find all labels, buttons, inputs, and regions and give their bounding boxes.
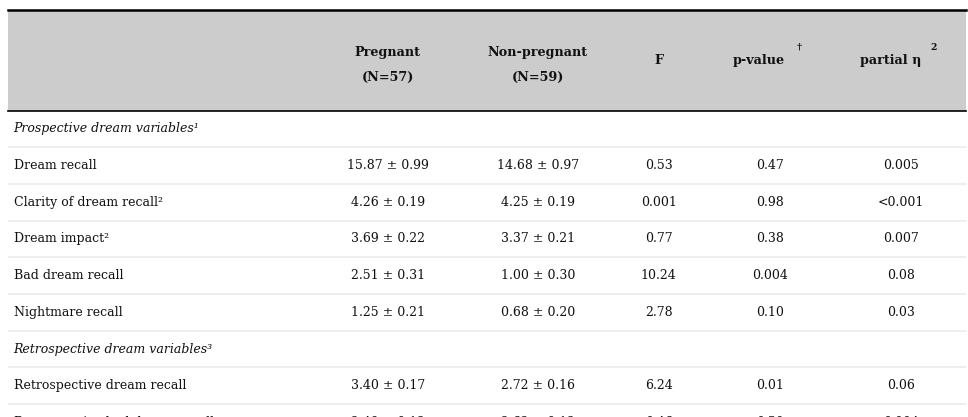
- Text: 6.24: 6.24: [645, 379, 673, 392]
- Text: 1.25 ± 0.21: 1.25 ± 0.21: [350, 306, 425, 319]
- Text: 14.68 ± 0.97: 14.68 ± 0.97: [497, 159, 579, 172]
- Text: 0.08: 0.08: [887, 269, 915, 282]
- Text: partial η: partial η: [861, 54, 922, 67]
- Text: <0.001: <0.001: [878, 196, 923, 209]
- Text: 2.51 ± 0.31: 2.51 ± 0.31: [350, 269, 425, 282]
- Text: Retrospective dream recall: Retrospective dream recall: [14, 379, 186, 392]
- Text: 0.03: 0.03: [887, 306, 915, 319]
- Text: Bad dream recall: Bad dream recall: [14, 269, 123, 282]
- Text: 0.38: 0.38: [756, 232, 784, 246]
- Text: 0.50: 0.50: [756, 416, 784, 417]
- Text: 0.77: 0.77: [645, 232, 673, 246]
- Text: p-value: p-value: [733, 54, 784, 67]
- Text: 1.00 ± 0.30: 1.00 ± 0.30: [500, 269, 575, 282]
- Text: 2: 2: [930, 43, 937, 53]
- Text: 0.004: 0.004: [883, 416, 919, 417]
- Text: 0.98: 0.98: [756, 196, 784, 209]
- Text: 0.46: 0.46: [645, 416, 673, 417]
- Text: †: †: [797, 43, 802, 52]
- Text: 0.005: 0.005: [883, 159, 919, 172]
- Text: Dream recall: Dream recall: [14, 159, 96, 172]
- Text: Clarity of dream recall²: Clarity of dream recall²: [14, 196, 163, 209]
- Text: 3.69 ± 0.22: 3.69 ± 0.22: [350, 232, 425, 246]
- Text: Non-pregnant: Non-pregnant: [488, 45, 588, 59]
- Text: Pregnant: Pregnant: [354, 45, 421, 59]
- Text: 0.001: 0.001: [641, 196, 677, 209]
- Text: 0.004: 0.004: [752, 269, 788, 282]
- Text: 10.24: 10.24: [641, 269, 677, 282]
- Text: F: F: [654, 54, 663, 67]
- Text: 15.87 ± 0.99: 15.87 ± 0.99: [347, 159, 429, 172]
- Text: 2.78: 2.78: [645, 306, 673, 319]
- Text: 0.01: 0.01: [756, 379, 784, 392]
- Text: 2.62 ± 0.12: 2.62 ± 0.12: [500, 416, 575, 417]
- Text: 0.53: 0.53: [645, 159, 673, 172]
- Text: 0.06: 0.06: [887, 379, 915, 392]
- Text: 4.26 ± 0.19: 4.26 ± 0.19: [350, 196, 425, 209]
- Text: Retrospective bad dream recall: Retrospective bad dream recall: [14, 416, 214, 417]
- Text: 3.40 ± 0.17: 3.40 ± 0.17: [350, 379, 425, 392]
- Text: Prospective dream variables¹: Prospective dream variables¹: [14, 122, 199, 136]
- Text: Dream impact²: Dream impact²: [14, 232, 108, 246]
- Text: (N=57): (N=57): [361, 70, 414, 84]
- Text: 0.10: 0.10: [756, 306, 784, 319]
- Text: 0.47: 0.47: [756, 159, 784, 172]
- Text: Nightmare recall: Nightmare recall: [14, 306, 122, 319]
- Text: 4.25 ± 0.19: 4.25 ± 0.19: [500, 196, 575, 209]
- Text: Retrospective dream variables³: Retrospective dream variables³: [14, 342, 213, 356]
- Text: 2.72 ± 0.16: 2.72 ± 0.16: [500, 379, 575, 392]
- Text: 3.37 ± 0.21: 3.37 ± 0.21: [500, 232, 575, 246]
- Text: 0.68 ± 0.20: 0.68 ± 0.20: [500, 306, 575, 319]
- Bar: [8, 10, 966, 111]
- Text: (N=59): (N=59): [511, 70, 564, 84]
- Text: 0.007: 0.007: [883, 232, 919, 246]
- Text: 2.49 ± 0.12: 2.49 ± 0.12: [350, 416, 425, 417]
